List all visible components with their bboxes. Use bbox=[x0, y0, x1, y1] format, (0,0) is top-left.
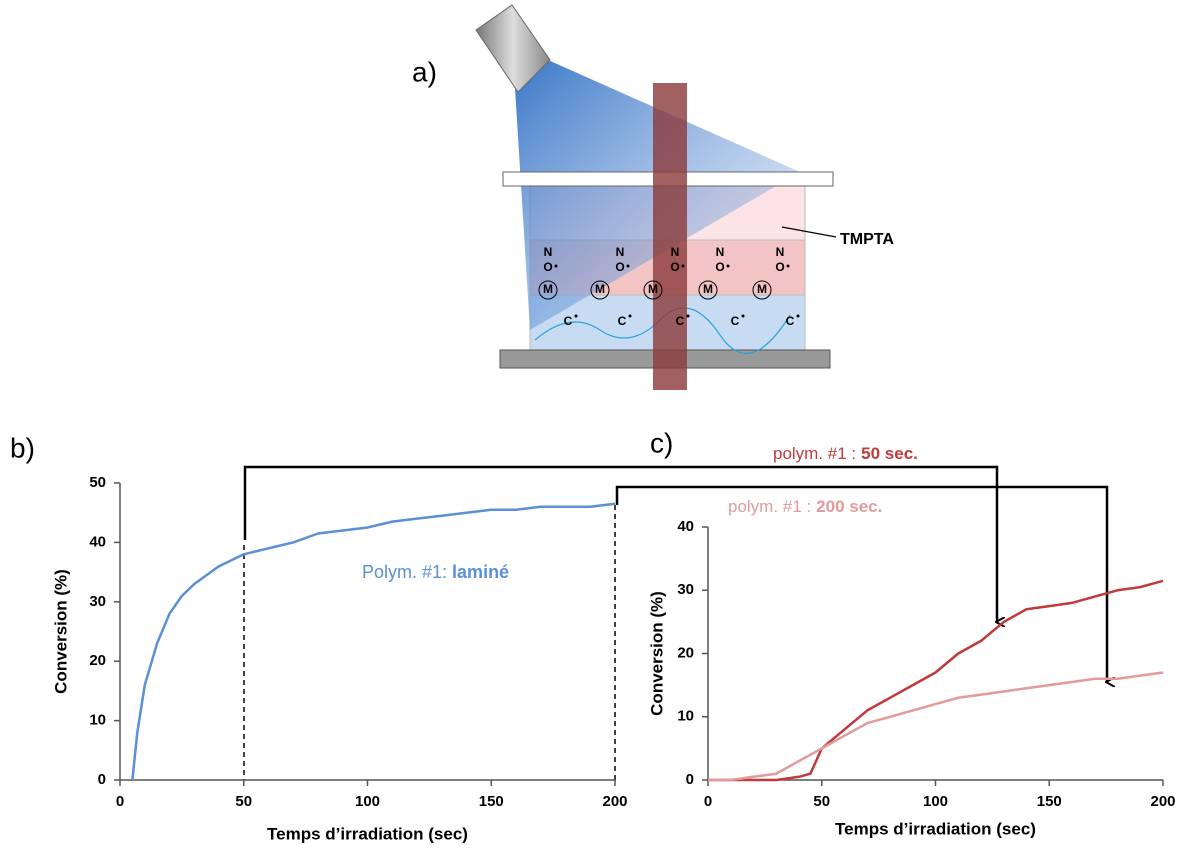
y-tick-label: 20 bbox=[677, 644, 694, 661]
nitroxide-n: N bbox=[544, 245, 553, 259]
annotation-text: laminé bbox=[452, 562, 509, 582]
layer-label: TMPTA bbox=[840, 231, 894, 248]
y-tick-label: 10 bbox=[89, 712, 106, 729]
nitroxide-n: N bbox=[776, 245, 785, 259]
panel-label: b) bbox=[10, 432, 35, 463]
monomer-ring bbox=[643, 280, 663, 300]
guides bbox=[243, 505, 616, 780]
carbon-radical: C bbox=[618, 314, 627, 328]
x-tick-label: 150 bbox=[1037, 793, 1062, 810]
nitroxide-o: O bbox=[543, 260, 552, 274]
x-tick-label: 0 bbox=[704, 793, 712, 810]
x-tick-label: 50 bbox=[813, 793, 830, 810]
radical-dot bbox=[626, 264, 630, 268]
monomer: M bbox=[703, 282, 713, 296]
series-line bbox=[708, 579, 1164, 782]
monomer: M bbox=[595, 282, 605, 296]
y-tick-label: 10 bbox=[677, 708, 694, 725]
connectors bbox=[243, 465, 1107, 682]
series-line bbox=[131, 502, 616, 781]
monomer-ring bbox=[698, 280, 718, 300]
connector bbox=[243, 465, 997, 622]
legend-entry: polym. #1 : 200 sec. bbox=[728, 497, 882, 516]
panel-label: c) bbox=[650, 427, 673, 458]
legend-text: 50 sec. bbox=[861, 444, 918, 463]
radical-dot bbox=[574, 314, 578, 318]
y-tick-label: 50 bbox=[89, 474, 106, 491]
y-axis-label: Conversion (%) bbox=[51, 569, 70, 694]
monomer-ring bbox=[590, 280, 610, 300]
x-tick-label: 150 bbox=[479, 793, 504, 810]
y-tick-label: 40 bbox=[89, 533, 106, 550]
annotation: Polym. #1: laminé bbox=[362, 562, 509, 582]
connector bbox=[615, 485, 1107, 682]
x-axis-label: Temps d’irradiation (sec) bbox=[835, 819, 1036, 838]
y-tick-label: 40 bbox=[677, 518, 694, 535]
monomer: M bbox=[648, 282, 658, 296]
y-axis-label: Conversion (%) bbox=[647, 591, 666, 716]
y-tick-label: 30 bbox=[677, 581, 694, 598]
carbon-radical: C bbox=[676, 314, 685, 328]
x-tick-label: 100 bbox=[355, 793, 380, 810]
annotation-text: Polym. #1: bbox=[362, 562, 447, 582]
radical-dot bbox=[741, 314, 745, 318]
y-tick-label: 20 bbox=[89, 652, 106, 669]
monomer: M bbox=[543, 282, 553, 296]
radical-dot bbox=[686, 314, 690, 318]
radical-dot bbox=[786, 264, 790, 268]
x-tick-label: 0 bbox=[116, 793, 124, 810]
nitroxide-o: O bbox=[775, 260, 784, 274]
legend-text: 200 sec. bbox=[816, 497, 882, 516]
carbon-radical: C bbox=[731, 314, 740, 328]
panel-label: a) bbox=[412, 56, 437, 87]
y-tick-label: 30 bbox=[89, 593, 106, 610]
legend-entry: polym. #1 : 50 sec. bbox=[773, 444, 918, 463]
monomer-ring bbox=[752, 280, 772, 300]
x-tick-label: 200 bbox=[602, 793, 627, 810]
carbon-radical: C bbox=[564, 314, 573, 328]
x-axis-label: Temps d’irradiation (sec) bbox=[267, 824, 468, 843]
nitroxide-n: N bbox=[671, 245, 680, 259]
monomer: M bbox=[757, 282, 767, 296]
nitroxide-o: O bbox=[715, 260, 724, 274]
ir-beam bbox=[653, 83, 687, 390]
radical-dot bbox=[681, 264, 685, 268]
y-tick-label: 0 bbox=[98, 771, 106, 788]
y-tick-label: 0 bbox=[686, 771, 694, 788]
radical-dot bbox=[628, 314, 632, 318]
x-tick-label: 200 bbox=[1150, 793, 1175, 810]
series-line bbox=[708, 671, 1164, 782]
x-tick-label: 50 bbox=[235, 793, 252, 810]
x-tick-label: 100 bbox=[923, 793, 948, 810]
radical-dot bbox=[726, 264, 730, 268]
carbon-radical: C bbox=[786, 314, 795, 328]
nitroxide-n: N bbox=[616, 245, 625, 259]
legend-text: polym. #1 : bbox=[728, 497, 811, 516]
pointer bbox=[781, 226, 837, 238]
monomer-ring bbox=[538, 280, 558, 300]
nitroxide-n: N bbox=[716, 245, 725, 259]
radical-dot bbox=[554, 264, 558, 268]
legend-text: polym. #1 : bbox=[773, 444, 856, 463]
radical-dot bbox=[796, 314, 800, 318]
nitroxide-o: O bbox=[615, 260, 624, 274]
nitroxide-o: O bbox=[670, 260, 679, 274]
lamp bbox=[475, 4, 551, 93]
